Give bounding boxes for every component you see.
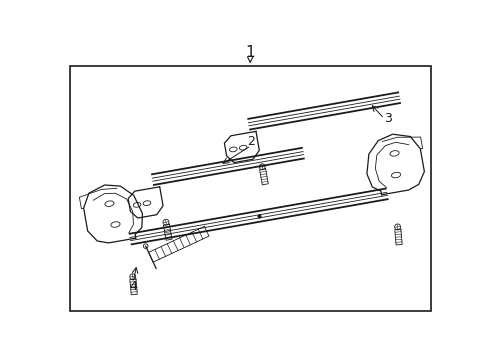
Text: 2: 2 <box>246 135 254 148</box>
Text: 4: 4 <box>129 280 137 293</box>
Bar <box>70 66 430 311</box>
Text: 3: 3 <box>384 112 391 125</box>
Text: 1: 1 <box>245 45 255 60</box>
